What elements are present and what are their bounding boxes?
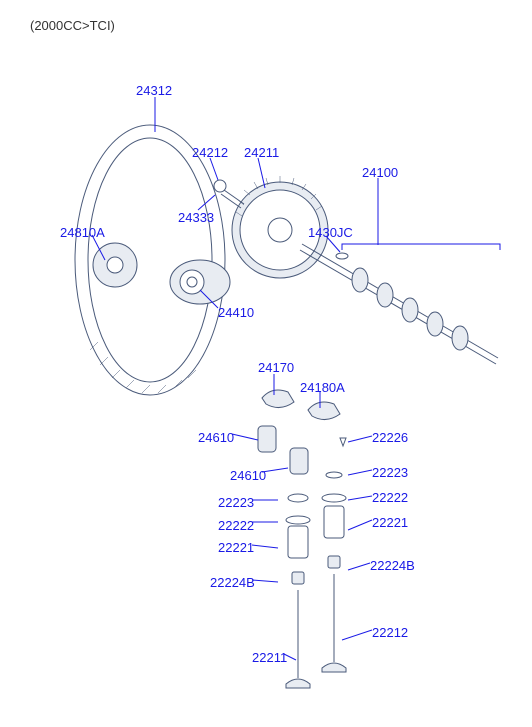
leader-22212	[342, 630, 372, 640]
leader-22224Bl	[252, 580, 278, 582]
callout-24212: 24212	[192, 145, 228, 160]
leader-24211	[258, 158, 265, 188]
part-tappet-right	[290, 448, 308, 474]
part-tappet-left	[258, 426, 276, 452]
callout-1430JC: 1430JC	[308, 225, 353, 240]
callout-22223r: 22223	[372, 465, 408, 480]
callout-24170: 24170	[258, 360, 294, 375]
valve-assy-right	[322, 472, 346, 672]
part-cotter	[340, 438, 346, 446]
leader-22222r	[348, 496, 372, 500]
callout-22223l: 22223	[218, 495, 254, 510]
leader-22223r	[348, 470, 372, 475]
callout-24810A: 24810A	[60, 225, 105, 240]
leader-24212	[210, 158, 218, 180]
valve-assy-left	[286, 494, 310, 688]
callout-24610: 24610	[198, 430, 234, 445]
callout-22221l: 22221	[218, 540, 254, 555]
callout-22224Br: 22224B	[370, 558, 415, 573]
callout-24312: 24312	[136, 83, 172, 98]
callout-22226: 22226	[372, 430, 408, 445]
leader-22221r	[348, 520, 372, 530]
callout-22212: 22212	[372, 625, 408, 640]
callout-22222r: 22222	[372, 490, 408, 505]
leader-22226	[348, 436, 372, 442]
callout-22221r: 22221	[372, 515, 408, 530]
callout-24410: 24410	[218, 305, 254, 320]
callout-24100: 24100	[362, 165, 398, 180]
callout-22222l: 22222	[218, 518, 254, 533]
diagram-canvas: (2000CC>TCI)	[0, 0, 532, 727]
callout-22224Bl: 22224B	[210, 575, 255, 590]
callout-24333: 24333	[178, 210, 214, 225]
part-rocker-right	[308, 402, 340, 420]
callout-24211: 24211	[244, 145, 279, 160]
part-camshaft	[300, 244, 500, 364]
callout-24610b: 24610	[230, 468, 266, 483]
diagram-title: (2000CC>TCI)	[30, 18, 115, 33]
part-tensioner	[170, 260, 230, 304]
callout-24180A: 24180A	[300, 380, 345, 395]
callout-22211: 22211	[252, 650, 287, 665]
part-rocker-left	[262, 390, 294, 408]
part-key	[336, 253, 348, 259]
leader-22221l	[252, 545, 278, 548]
leader-24610	[232, 434, 258, 440]
leader-22224Br	[348, 563, 370, 570]
